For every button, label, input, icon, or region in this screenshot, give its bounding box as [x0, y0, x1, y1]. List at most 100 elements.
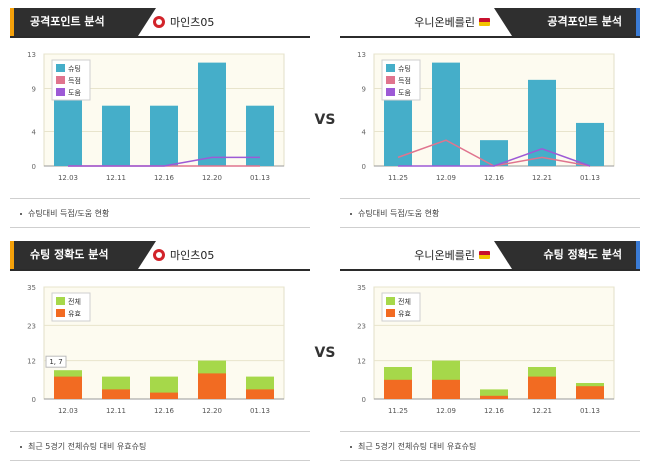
legend-swatch [386, 76, 395, 84]
bullet-icon [20, 212, 22, 215]
legend-swatch [56, 76, 65, 84]
legend-label: 슈팅 [398, 64, 411, 73]
y-tick-label: 0 [362, 396, 366, 404]
bullet-icon [350, 445, 352, 448]
panel-header: 공격포인트 분석 마인츠05 [10, 8, 310, 38]
y-tick-label: 13 [357, 51, 366, 59]
y-tick-label: 4 [32, 129, 37, 137]
y-tick-label: 35 [357, 284, 366, 292]
union-logo-icon [479, 251, 490, 259]
x-tick-label: 11.25 [388, 407, 408, 415]
x-tick-label: 12.09 [436, 407, 456, 415]
legend-swatch [386, 64, 395, 72]
legend-swatch [386, 309, 395, 317]
bar [528, 376, 556, 399]
mainz-logo-icon [153, 16, 165, 28]
legend-label: 슈팅 [68, 64, 81, 73]
bar [576, 386, 604, 399]
mainz-accuracy-panel: 슈팅 정확도 분석 마인츠05 0 12 23 35 12.03 12.11 12.16 12… [10, 241, 310, 466]
panel-title: 슈팅 정확도 분석 [10, 241, 156, 269]
legend-swatch [56, 309, 65, 317]
panel-header: 슈팅 정확도 분석 우니온베를린 [340, 241, 640, 271]
bar [150, 392, 178, 399]
data-label-box [45, 355, 67, 368]
legend-label: 도움 [398, 89, 411, 97]
y-tick-label: 0 [362, 163, 366, 171]
x-tick-label: 12.21 [532, 407, 552, 415]
legend-label: 유효 [398, 310, 411, 318]
y-tick-label: 35 [27, 284, 36, 292]
shooting-accuracy-chart: 0 12 23 35 12.03 12.11 12.16 12.20 01.13 1, 7 전체 유효 [10, 279, 310, 421]
x-tick-label: 12.03 [58, 174, 78, 182]
bar [54, 88, 82, 166]
bar [150, 105, 178, 166]
bar [198, 62, 226, 166]
team-label: 우니온베를린 [414, 247, 490, 263]
x-tick-label: 01.13 [250, 407, 270, 415]
legend-label: 전체 [68, 297, 81, 306]
y-tick-label: 0 [32, 163, 36, 171]
team-label: 우니온베를린 [414, 14, 490, 30]
x-tick-label: 11.25 [388, 174, 408, 182]
legend-label: 득점 [398, 77, 411, 85]
x-tick-label: 12.16 [484, 174, 505, 182]
chart-caption: 최근 5경기 전체슈팅 대비 유효슈팅 [340, 431, 640, 461]
caption-text: 최근 5경기 전체슈팅 대비 유효슈팅 [28, 442, 147, 451]
caption-text: 슈팅대비 득점/도움 현황 [28, 209, 110, 218]
bar [432, 62, 460, 166]
x-tick-label: 12.21 [532, 174, 552, 182]
bar [54, 376, 82, 399]
union-accuracy-panel: 슈팅 정확도 분석 우니온베를린 0 12 23 35 11.25 12.09 12.16 1… [340, 241, 640, 466]
bar [246, 389, 274, 399]
legend-swatch [56, 297, 65, 305]
union-logo-icon [479, 18, 490, 26]
bar [384, 88, 412, 166]
series-line [398, 147, 591, 167]
x-tick-label: 12.09 [436, 174, 456, 182]
x-tick-label: 12.03 [58, 407, 78, 415]
caption-text: 슈팅대비 득점/도움 현황 [358, 209, 440, 218]
x-tick-label: 12.16 [154, 407, 175, 415]
team-name: 마인츠05 [170, 16, 215, 29]
panel-header: 공격포인트 분석 우니온베를린 [340, 8, 640, 38]
caption-text: 최근 5경기 전체슈팅 대비 유효슈팅 [358, 442, 477, 451]
bar [198, 373, 226, 399]
union-attack-panel: 공격포인트 분석 우니온베를린 0 4 9 13 11.25 12.09 12.16 12.2… [340, 8, 640, 233]
y-tick-label: 0 [32, 396, 36, 404]
panel-title: 공격포인트 분석 [494, 8, 640, 36]
team-name: 마인츠05 [170, 249, 215, 262]
legend-swatch [386, 297, 395, 305]
team-name: 우니온베를린 [414, 249, 475, 262]
y-tick-label: 9 [32, 85, 36, 93]
y-tick-label: 4 [362, 129, 367, 137]
x-tick-label: 12.16 [154, 174, 175, 182]
bar [246, 105, 274, 166]
bar [102, 105, 130, 166]
chart-caption: 최근 5경기 전체슈팅 대비 유효슈팅 [10, 431, 310, 461]
panel-title: 슈팅 정확도 분석 [494, 241, 640, 269]
shooting-accuracy-chart: 0 12 23 35 11.25 12.09 12.16 12.21 01.13 전체 유효 [340, 279, 640, 421]
series-line [68, 156, 260, 167]
bullet-icon [20, 445, 22, 448]
y-tick-label: 12 [27, 358, 36, 366]
y-tick-label: 9 [362, 85, 366, 93]
chart-caption: 슈팅대비 득점/도움 현황 [340, 198, 640, 228]
panel-title: 공격포인트 분석 [10, 8, 156, 36]
legend-label: 전체 [398, 297, 411, 306]
bar [384, 379, 412, 399]
chart-caption: 슈팅대비 득점/도움 현황 [10, 198, 310, 228]
legend-label: 득점 [68, 77, 81, 85]
data-label: 1, 7 [49, 358, 62, 366]
mainz-logo-icon [153, 249, 165, 261]
mainz-attack-panel: 공격포인트 분석 마인츠05 0 4 9 13 12.03 12.11 12.16 12.20… [10, 8, 310, 233]
bullet-icon [350, 212, 352, 215]
legend-label: 도움 [68, 89, 81, 97]
x-tick-label: 12.20 [202, 174, 222, 182]
legend-swatch [56, 88, 65, 96]
y-tick-label: 23 [27, 322, 36, 330]
y-tick-label: 12 [357, 358, 366, 366]
x-tick-label: 12.11 [106, 407, 126, 415]
